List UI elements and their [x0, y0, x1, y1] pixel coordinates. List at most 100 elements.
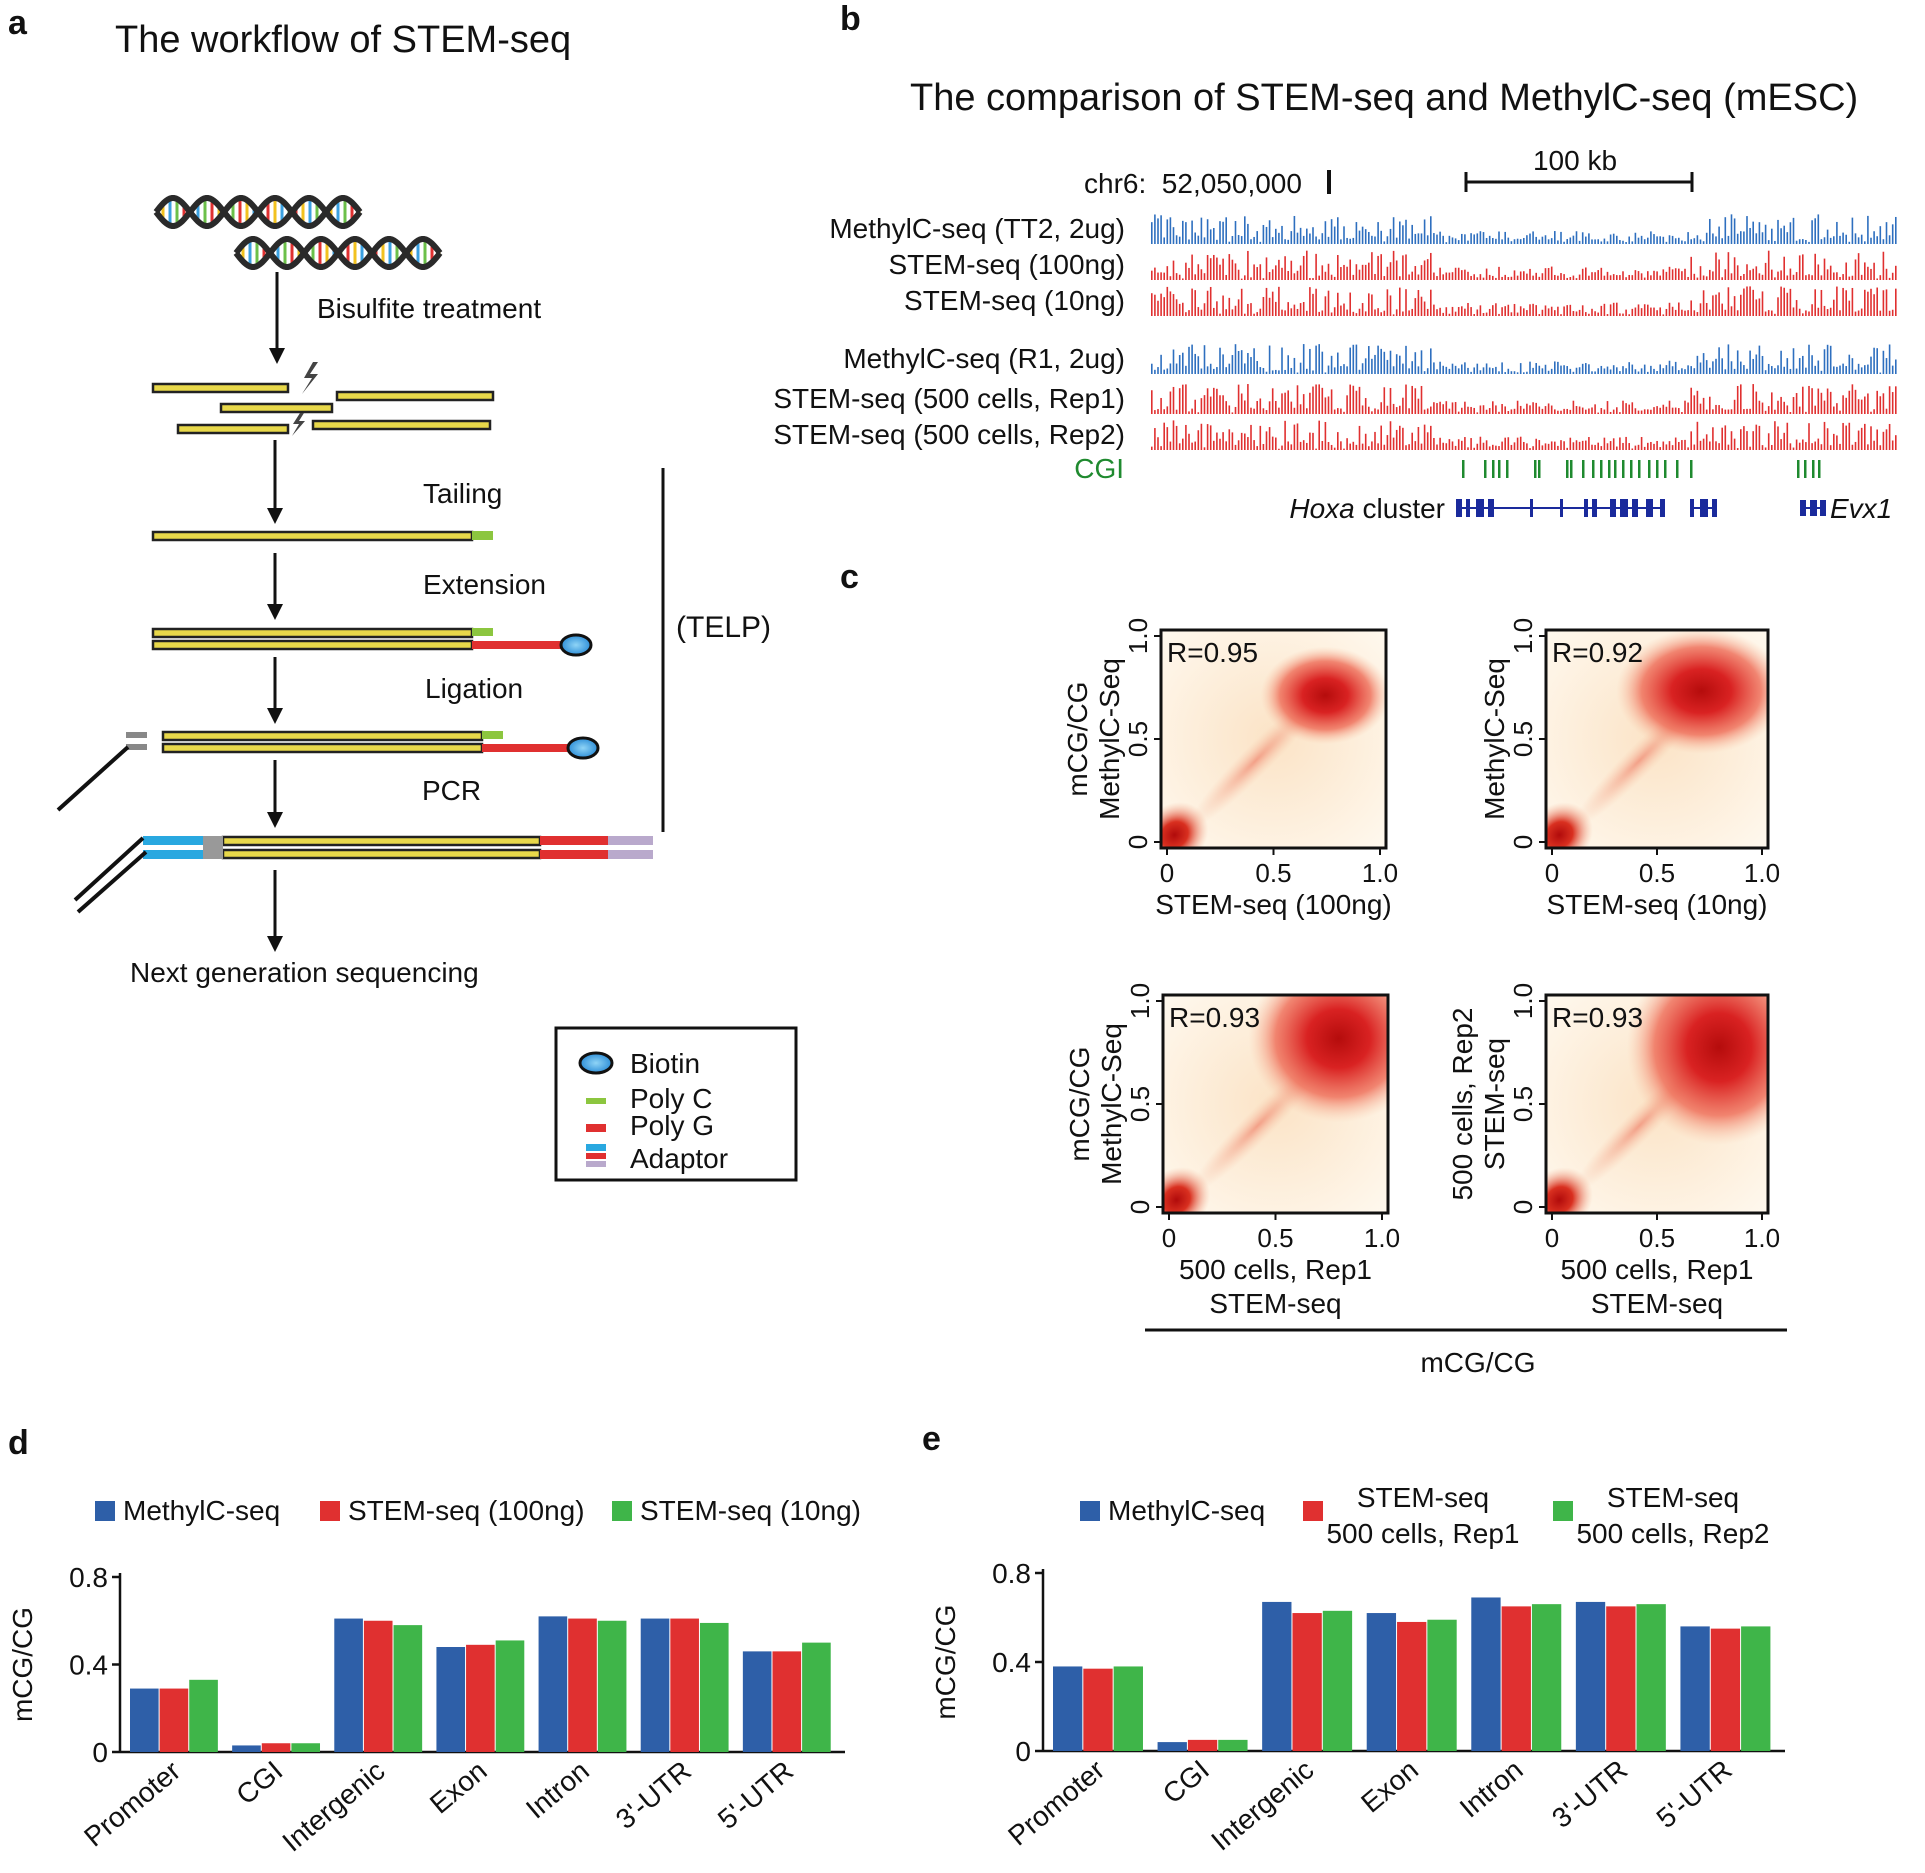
track-bar [1225, 441, 1227, 450]
track-bar [1402, 363, 1404, 374]
track-bar [1535, 402, 1537, 414]
track-bar [1640, 235, 1643, 244]
bar [393, 1625, 423, 1752]
legend-label: 500 cells, Rep2 [1576, 1518, 1769, 1549]
track-bar [1687, 276, 1689, 280]
track-bar [1885, 268, 1888, 280]
track-bar [1876, 429, 1878, 450]
track-bar [1526, 273, 1528, 280]
track-bar [1671, 306, 1674, 316]
track-bar [1811, 304, 1813, 316]
track-bar [1879, 445, 1882, 450]
track-bar [1879, 275, 1882, 280]
track-bar [1870, 288, 1872, 316]
track-bar [1209, 425, 1212, 450]
track-bar [1696, 312, 1699, 316]
adaptor-swatch-blue [586, 1144, 606, 1151]
track-bar [1185, 424, 1187, 450]
x-tick-label: 0 [1545, 858, 1559, 888]
track-bar [1600, 408, 1603, 414]
step-tailing: Tailing [423, 478, 502, 509]
track-bar [1857, 363, 1860, 374]
track-bar [1650, 409, 1652, 414]
track-bar [1761, 291, 1764, 316]
track-bar [1516, 372, 1519, 374]
track-bar [1386, 289, 1389, 316]
track-bar [1209, 396, 1212, 414]
track-bar [1566, 447, 1568, 450]
track-bar [1482, 232, 1485, 244]
track-bar [1253, 313, 1255, 316]
track-bar [1659, 275, 1661, 280]
track-bar [1349, 347, 1351, 374]
track-bar [1200, 269, 1203, 280]
track-bar [1681, 368, 1683, 374]
track-bar [1333, 367, 1336, 374]
x-tick-label: 1.0 [1364, 1223, 1400, 1253]
track-bar [1479, 274, 1482, 280]
track-bar [1671, 445, 1674, 450]
methylation-track [1151, 250, 1897, 280]
track-bar [1665, 406, 1668, 414]
track-bar [1309, 432, 1311, 450]
track-bar [1876, 390, 1878, 414]
track-bar [1188, 310, 1190, 316]
track-bar [1597, 368, 1599, 374]
track-bar [1609, 441, 1612, 450]
track-bar [1674, 238, 1677, 244]
track-bar [1829, 445, 1832, 450]
track-bar [1182, 302, 1184, 316]
track-bar [1237, 384, 1240, 414]
track-bar [1318, 311, 1320, 316]
track-bar [1222, 221, 1224, 244]
track-bar [1541, 368, 1544, 374]
track-bar [1774, 313, 1776, 316]
track-bar [1337, 352, 1339, 374]
track-bar [1885, 408, 1888, 414]
track-bar [1172, 349, 1175, 374]
track-bar [1340, 267, 1342, 280]
track-bar [1730, 361, 1733, 374]
track-bar [1842, 363, 1844, 374]
track-bar [1349, 443, 1351, 450]
track-bar [1696, 277, 1699, 280]
track-bar [1495, 405, 1497, 414]
track-bar [1454, 267, 1457, 280]
track-bar [1392, 403, 1395, 414]
track-bar [1172, 260, 1175, 280]
x-axis-label: STEM-seq [1209, 1288, 1341, 1319]
track-bar [1333, 307, 1336, 316]
dna-strand [219, 402, 334, 414]
track-bar [1392, 217, 1395, 244]
track-bar [1588, 233, 1590, 244]
track-bar [1547, 239, 1550, 244]
cgi-mark [1492, 460, 1495, 478]
track-bar [1594, 311, 1596, 316]
y-tick-label: 0 [1508, 835, 1538, 849]
track-bar [1792, 397, 1795, 414]
track-bar [1510, 409, 1513, 414]
track-bar [1721, 277, 1723, 280]
track-bar [1888, 386, 1891, 414]
legend-swatch [612, 1501, 632, 1521]
track-bar [1188, 346, 1190, 374]
track-bar [1244, 313, 1246, 316]
track-bar [1833, 366, 1835, 374]
track-bar [1684, 369, 1686, 374]
poly-c-tail [472, 628, 493, 636]
track-bar [1278, 286, 1280, 316]
track-bar [1222, 354, 1224, 374]
track-bar [1888, 344, 1891, 374]
track-bar [1389, 350, 1392, 374]
track-bar [1544, 305, 1547, 316]
track-bar [1712, 409, 1714, 414]
cgi-mark [1630, 460, 1633, 478]
track-bar [1178, 388, 1181, 414]
track-bar [1560, 231, 1562, 244]
step-ngs: Next generation sequencing [130, 957, 479, 988]
track-bar [1154, 294, 1156, 316]
track-bar [1780, 270, 1782, 280]
track-bar [1575, 440, 1578, 450]
dna-strand [161, 742, 484, 754]
track-bar [1265, 371, 1268, 374]
